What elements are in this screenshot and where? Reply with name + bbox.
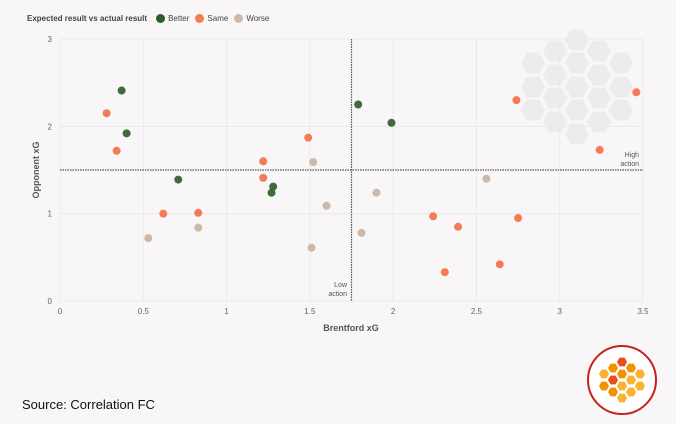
logo-ring	[587, 345, 657, 415]
watermark-hexagon	[587, 40, 611, 62]
point-better	[122, 129, 131, 138]
point-better	[267, 188, 276, 197]
logo-hexagon	[598, 368, 610, 380]
y-axis-label: Opponent xG	[31, 142, 41, 199]
point-same	[102, 109, 111, 118]
x-tick-label: 2.5	[471, 307, 483, 316]
point-worse	[144, 234, 153, 243]
watermark-hexagon	[587, 87, 611, 109]
watermark-hexagon	[565, 29, 589, 51]
point-same	[194, 208, 203, 217]
point-same	[159, 209, 168, 218]
logo-hexagon	[607, 362, 619, 374]
legend-swatch-worse	[234, 14, 244, 23]
correlation-fc-logo	[587, 345, 657, 415]
logo-hexagon	[634, 380, 646, 392]
legend: Expected result vs actual result Better …	[27, 14, 269, 23]
point-worse	[309, 158, 318, 167]
legend-label-same: Same	[207, 14, 229, 23]
watermark-hexagon	[587, 64, 611, 86]
point-better	[354, 100, 363, 109]
watermark-hexagon	[587, 111, 611, 133]
watermark-hexagon	[521, 76, 545, 98]
point-same	[632, 88, 641, 97]
data-points	[102, 86, 641, 277]
point-same	[112, 146, 121, 155]
y-tick-label: 0	[48, 297, 53, 306]
point-worse	[307, 243, 316, 252]
watermark-hexagon	[609, 99, 633, 121]
logo-hexagon	[625, 362, 637, 374]
high-action-line2: action	[620, 161, 639, 168]
point-better	[117, 86, 126, 95]
watermark-hexagon	[543, 40, 567, 62]
logo-hexagon	[616, 392, 628, 404]
point-worse	[194, 223, 203, 232]
logo-hexagon	[625, 386, 637, 398]
point-better	[387, 118, 396, 127]
watermark-hexagon	[543, 87, 567, 109]
point-worse	[372, 188, 381, 197]
y-tick-label: 3	[48, 35, 53, 44]
x-tick-label: 3	[557, 307, 562, 316]
logo-hexagon	[634, 368, 646, 380]
x-tick-label: 1.5	[304, 307, 316, 316]
point-same	[440, 268, 449, 277]
logo-hexagon	[616, 380, 628, 392]
point-same	[514, 214, 523, 223]
point-worse	[357, 228, 366, 237]
watermark-hexagon	[565, 76, 589, 98]
x-axis-label: Brentford xG	[323, 323, 379, 333]
x-tick-label: 0	[58, 307, 63, 316]
legend-title: Expected result vs actual result	[27, 14, 148, 23]
hexagon-watermark	[521, 29, 633, 145]
x-tick-label: 1	[224, 307, 229, 316]
point-worse	[322, 201, 331, 210]
watermark-hexagon	[565, 99, 589, 121]
point-same	[429, 212, 438, 221]
reference-lines	[60, 39, 643, 301]
tick-labels: 0 0.5 1 1.5 2 2.5 3 3.5 0 1 2 3	[48, 35, 650, 316]
x-tick-label: 0.5	[138, 307, 150, 316]
point-same	[495, 260, 504, 269]
point-same	[454, 222, 463, 231]
logo-hexagon	[616, 356, 628, 368]
point-better	[174, 175, 183, 184]
watermark-hexagon	[521, 99, 545, 121]
high-action-line1: High	[625, 152, 640, 159]
y-tick-label: 2	[48, 122, 53, 131]
point-same	[304, 133, 313, 142]
watermark-hexagon	[543, 64, 567, 86]
legend-label-better: Better	[168, 14, 190, 23]
logo-hexagon	[607, 374, 619, 386]
watermark-hexagon	[565, 52, 589, 74]
point-better	[269, 182, 278, 191]
logo-hexagon	[598, 380, 610, 392]
legend-label-worse: Worse	[246, 14, 270, 23]
low-action-line1: Low	[334, 282, 348, 289]
logo-hexagon	[607, 386, 619, 398]
logo-hexagon	[625, 374, 637, 386]
watermark-hexagon	[543, 111, 567, 133]
watermark-hexagon	[521, 52, 545, 74]
watermark-hexagon	[609, 52, 633, 74]
point-same	[259, 157, 268, 166]
point-same	[512, 96, 521, 105]
legend-swatch-same	[195, 14, 205, 23]
point-same	[595, 145, 604, 154]
point-same	[259, 173, 268, 182]
low-action-line2: action	[328, 291, 347, 298]
legend-swatch-better	[156, 14, 166, 23]
watermark-hexagon	[609, 76, 633, 98]
source-note: Source: Correlation FC	[22, 397, 155, 412]
logo-hexagon	[616, 368, 628, 380]
x-tick-label: 3.5	[637, 307, 649, 316]
y-tick-label: 1	[48, 210, 53, 219]
watermark-hexagon	[565, 123, 589, 145]
point-worse	[482, 174, 491, 183]
x-tick-label: 2	[391, 307, 396, 316]
